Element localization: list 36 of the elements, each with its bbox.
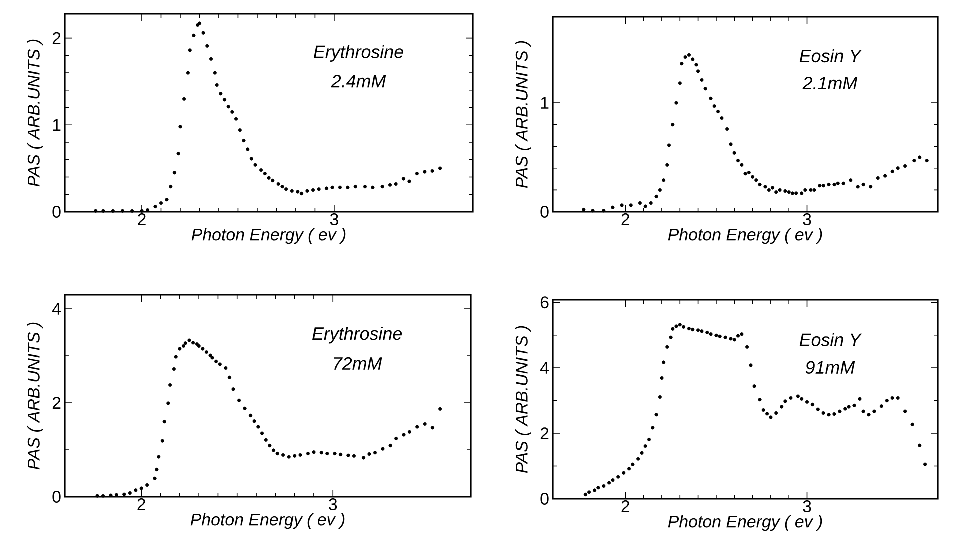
x-tick-label: 2 <box>622 500 630 512</box>
x-tick-label: 3 <box>330 214 338 226</box>
x-tick-label: 2 <box>138 214 146 226</box>
x-tick-label: 2 <box>138 498 146 510</box>
y-axis-title: PAS ( ARB.UNITS ) <box>27 322 44 470</box>
y-tick-label: 4 <box>540 362 549 374</box>
y-tick-label: 0 <box>52 490 61 503</box>
x-tick-label: 3 <box>803 214 812 226</box>
y-axis-title: PAS ( ARB.UNITS ) <box>515 41 532 188</box>
y-axis-title: PAS ( ARB.UNITS ) <box>27 40 44 187</box>
annotation: 2.4mM <box>331 75 386 88</box>
annotation: Eosin Y <box>800 333 862 346</box>
x-axis-title: Photon Energy ( ev ) <box>668 515 822 532</box>
annotation: 2.1mM <box>802 77 858 90</box>
x-tick-label: 2 <box>622 214 630 226</box>
y-axis-title: PAS ( ARB.UNITS ) <box>515 326 532 474</box>
x-axis-title: Photon Energy ( ev ) <box>192 228 346 244</box>
x-axis-title: Photon Energy ( ev ) <box>190 513 345 530</box>
y-tick-label: 6 <box>540 296 549 309</box>
y-tick-label: 2 <box>52 397 61 409</box>
annotation: Erythrosine <box>312 327 402 344</box>
y-tick-label: 0 <box>540 206 549 218</box>
x-tick-label: 3 <box>803 500 812 512</box>
y-tick-label: 2 <box>540 428 549 440</box>
y-tick-label: 2 <box>52 32 61 44</box>
annotation: Eosin Y <box>800 49 862 63</box>
annotation: Erythrosine <box>314 45 404 62</box>
y-tick-label: 0 <box>540 492 549 505</box>
y-tick-label: 4 <box>52 303 61 315</box>
y-tick-label: 1 <box>541 97 549 109</box>
y-tick-label: 1 <box>53 119 61 131</box>
annotation: 72mM <box>334 357 382 370</box>
x-axis-title: Photon Energy ( ev ) <box>668 228 822 244</box>
y-tick-label: 0 <box>52 206 61 218</box>
annotation: 91mM <box>806 361 856 374</box>
x-tick-label: 3 <box>329 498 338 510</box>
